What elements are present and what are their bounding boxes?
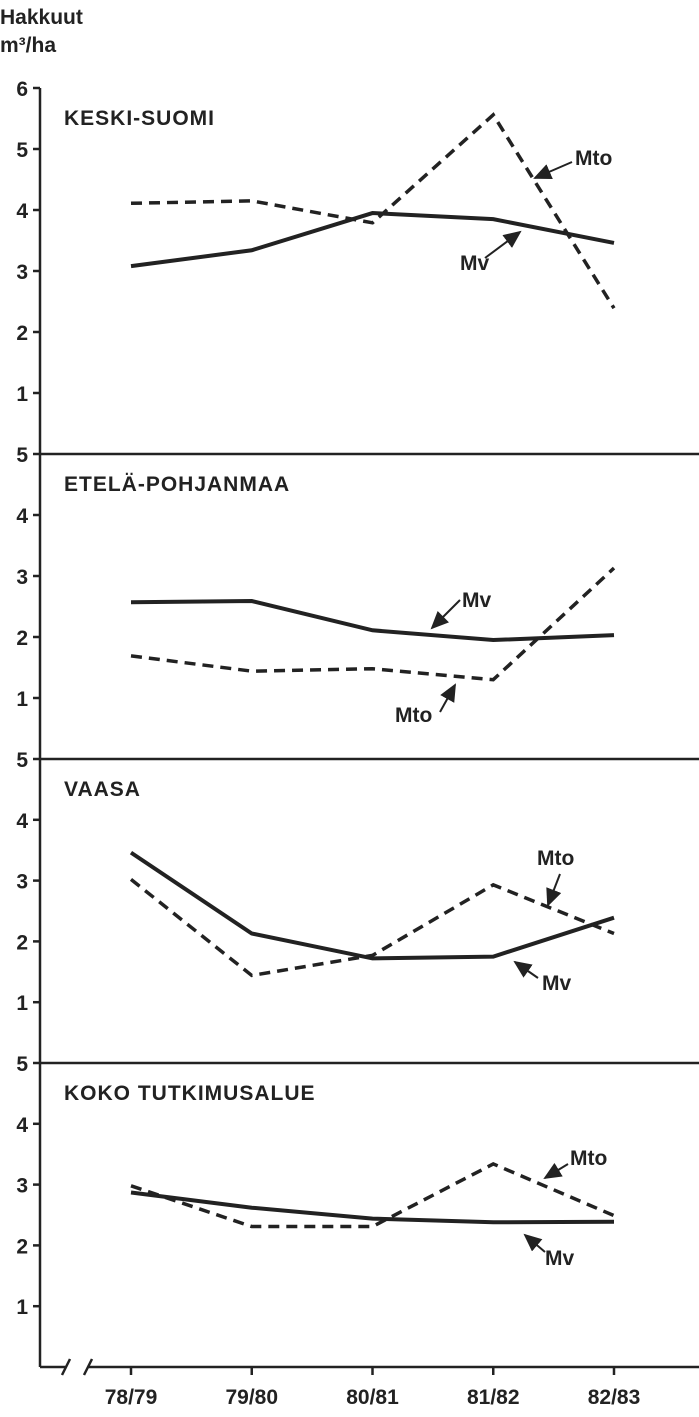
series-label: Mto (537, 847, 574, 870)
y-tick-label: 3 (16, 1175, 28, 1198)
y-tick-label: 5 (16, 1053, 28, 1076)
y-tick-label: 3 (16, 871, 28, 894)
panel-title: ETELÄ-POHJANMAA (64, 473, 290, 496)
y-axis-label: Hakkuut (0, 6, 83, 29)
series-line (130, 566, 616, 682)
series-line (130, 112, 616, 310)
series-label: Mv (545, 1247, 574, 1270)
x-tick-label: 82/83 (588, 1386, 641, 1409)
label-arrow (430, 599, 461, 630)
x-tick-label: 79/80 (225, 1386, 278, 1409)
y-tick-label: 3 (16, 566, 28, 589)
y-tick-label: 5 (16, 444, 28, 467)
label-arrow (533, 161, 573, 179)
series-line (129, 850, 615, 961)
y-tick-label: 4 (16, 505, 28, 528)
y-tick-label: 1 (16, 383, 28, 406)
label-arrow (543, 1162, 569, 1180)
x-tick-label: 78/79 (105, 1386, 158, 1409)
series-line (130, 1190, 615, 1225)
y-tick-label: 5 (16, 749, 28, 772)
y-tick-label: 4 (16, 1114, 28, 1137)
label-arrow (484, 230, 522, 259)
y-tick-label: 4 (16, 810, 28, 833)
panel-title: KESKI-SUOMI (64, 107, 215, 130)
y-tick-label: 2 (16, 1235, 28, 1258)
y-tick-label: 5 (16, 139, 28, 162)
y-tick-label: 2 (16, 931, 28, 954)
series-label: Mv (462, 589, 491, 612)
y-tick-label: 1 (16, 992, 28, 1015)
series-label: Mto (395, 704, 432, 727)
label-arrow (439, 683, 456, 713)
y-tick-label: 1 (16, 688, 28, 711)
series-line (130, 211, 615, 269)
x-tick-label: 81/82 (467, 1386, 520, 1409)
panel-title: VAASA (64, 778, 141, 801)
series-line (130, 599, 615, 643)
y-tick-label: 1 (16, 1296, 28, 1319)
y-axis-label: m³/ha (0, 34, 56, 57)
series-line (129, 878, 615, 978)
x-axis (40, 1358, 699, 1376)
y-tick-label: 2 (16, 627, 28, 650)
y-tick-label: 6 (16, 78, 28, 101)
panel-title: KOKO TUTKIMUSALUE (64, 1082, 316, 1105)
series-label: Mv (460, 252, 489, 275)
label-arrow (546, 873, 562, 907)
x-tick-label: 80/81 (346, 1386, 399, 1409)
y-tick-label: 3 (16, 261, 28, 284)
y-tick-label: 4 (16, 200, 28, 223)
label-arrow (523, 1233, 546, 1253)
y-tick-label: 2 (16, 322, 28, 345)
series-label: Mto (570, 1147, 607, 1170)
series-label: Mv (542, 972, 571, 995)
label-arrow (513, 960, 539, 979)
series-label: Mto (575, 147, 612, 170)
